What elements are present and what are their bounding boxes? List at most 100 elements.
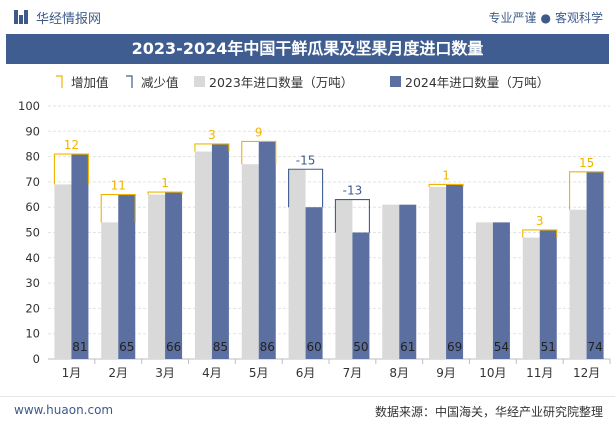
decrease-bracket <box>288 168 324 208</box>
legend-swatch-s1 <box>390 76 401 87</box>
bar-2024 <box>539 229 557 359</box>
chart: 增加值 减少值 2023年进口数量（万吨） 2024年进口数量（万吨） 0 10 20 30 4… <box>18 75 611 380</box>
bar-2024 <box>492 222 510 359</box>
footer: www.huaon.com 数据来源：中国海关，华经产业研究院整理 <box>0 396 615 428</box>
slogan-dot-icon: ● <box>540 11 551 25</box>
bar-2024 <box>211 143 229 359</box>
bar-2024 <box>352 232 370 359</box>
bar-2024 <box>118 194 136 359</box>
bar-2024 <box>165 192 183 359</box>
x-tick-label: 9月 <box>436 366 456 380</box>
data-source: 数据来源：中国海关，华经产业研究院整理 <box>374 405 603 419</box>
decrease-label: -15 <box>296 153 316 167</box>
data-label-2024: 81 <box>72 340 87 354</box>
bar-2023 <box>335 199 353 359</box>
bar-2023 <box>569 209 587 359</box>
data-label-2024: 50 <box>353 340 368 354</box>
bar-2024 <box>71 154 89 359</box>
x-tick-label: 5月 <box>249 366 269 380</box>
data-label-2024: 86 <box>260 340 275 354</box>
bar-2023 <box>148 194 166 359</box>
data-label-2024: 66 <box>166 340 181 354</box>
y-tick-label: 40 <box>25 251 40 265</box>
legend-swatch-s0 <box>194 76 205 87</box>
data-label-2024: 69 <box>447 340 462 354</box>
bar-2023 <box>194 151 212 359</box>
data-label-2024: 65 <box>119 340 134 354</box>
x-tick-label: 12月 <box>573 366 600 380</box>
y-tick-label: 20 <box>25 301 40 315</box>
increase-bracket <box>241 140 277 165</box>
increase-bracket <box>100 194 136 223</box>
increase-bracket <box>147 191 183 195</box>
legend-label: 2023年进口数量（万吨） <box>209 75 353 90</box>
increase-bracket <box>569 171 605 210</box>
legend-label: 2024年进口数量（万吨） <box>405 75 549 90</box>
increase-bracket <box>194 143 230 152</box>
bar-2024 <box>399 204 417 359</box>
data-label-2024: 60 <box>306 340 321 354</box>
data-label-2024: 85 <box>213 340 228 354</box>
increase-label: 3 <box>536 214 544 228</box>
increase-bracket <box>53 153 89 185</box>
increase-label: 11 <box>111 179 126 193</box>
legend-swatch-dec <box>126 75 133 88</box>
y-tick-label: 50 <box>25 226 40 240</box>
increase-label: 9 <box>255 125 263 139</box>
bar-2024 <box>446 184 464 359</box>
bar-2024 <box>305 207 323 359</box>
increase-label: 1 <box>442 168 450 182</box>
data-label-2024: 51 <box>541 340 556 354</box>
slogan-left: 专业严谨 <box>488 11 537 25</box>
bar-2024 <box>586 171 604 359</box>
increase-bracket <box>522 229 558 238</box>
title-bar: 2023-2024年中国干鲜瓜果及坚果月度进口数量 <box>6 34 609 64</box>
y-tick-label: 0 <box>33 352 40 366</box>
x-tick-label: 8月 <box>389 366 409 380</box>
data-label-2024: 54 <box>494 340 509 354</box>
increase-label: 3 <box>208 128 216 142</box>
site-url: www.huaon.com <box>14 403 114 417</box>
bar-2023 <box>54 184 72 359</box>
bar-2023 <box>429 186 447 359</box>
y-tick-label: 100 <box>18 99 40 113</box>
y-tick-label: 90 <box>25 124 40 138</box>
chart-title: 2023-2024年中国干鲜瓜果及坚果月度进口数量 <box>131 39 484 58</box>
increase-bracket <box>428 183 464 187</box>
slogan: 专业严谨 ● 客观科学 <box>488 9 603 26</box>
x-tick-label: 6月 <box>296 366 316 380</box>
legend-label: 增加值 <box>71 75 109 90</box>
bar-2023 <box>522 237 540 359</box>
y-tick-label: 80 <box>25 150 40 164</box>
bar-2024 <box>258 141 276 359</box>
bar-2023 <box>288 169 306 359</box>
brand-name: 华经情报网 <box>36 12 102 27</box>
decrease-label: -13 <box>343 184 363 198</box>
increase-label: 12 <box>64 138 79 152</box>
slogan-right: 客观科学 <box>554 11 603 25</box>
logo-icon <box>14 10 28 24</box>
y-tick-label: 60 <box>25 200 40 214</box>
decrease-bracket <box>334 199 370 233</box>
increase-label: 15 <box>579 156 594 170</box>
y-tick-label: 30 <box>25 276 40 290</box>
bar-2023 <box>101 222 119 359</box>
data-label-2024: 74 <box>587 340 602 354</box>
bar-2023 <box>475 222 493 359</box>
x-tick-label: 3月 <box>155 366 175 380</box>
y-tick-label: 70 <box>25 175 40 189</box>
x-tick-label: 1月 <box>62 366 82 380</box>
x-tick-label: 10月 <box>479 366 506 380</box>
increase-label: 1 <box>161 176 169 190</box>
x-tick-label: 2月 <box>108 366 128 380</box>
data-label-2024: 61 <box>400 340 415 354</box>
bar-2023 <box>382 204 400 359</box>
x-tick-label: 11月 <box>526 366 553 380</box>
legend-label: 减少值 <box>141 75 179 90</box>
top-bar: 华经情报网 专业严谨 ● 客观科学 <box>0 0 615 34</box>
x-tick-label: 4月 <box>202 366 222 380</box>
legend-swatch-inc <box>56 75 63 88</box>
y-tick-label: 10 <box>25 327 40 341</box>
bar-2023 <box>241 164 259 359</box>
x-tick-label: 7月 <box>343 366 363 380</box>
